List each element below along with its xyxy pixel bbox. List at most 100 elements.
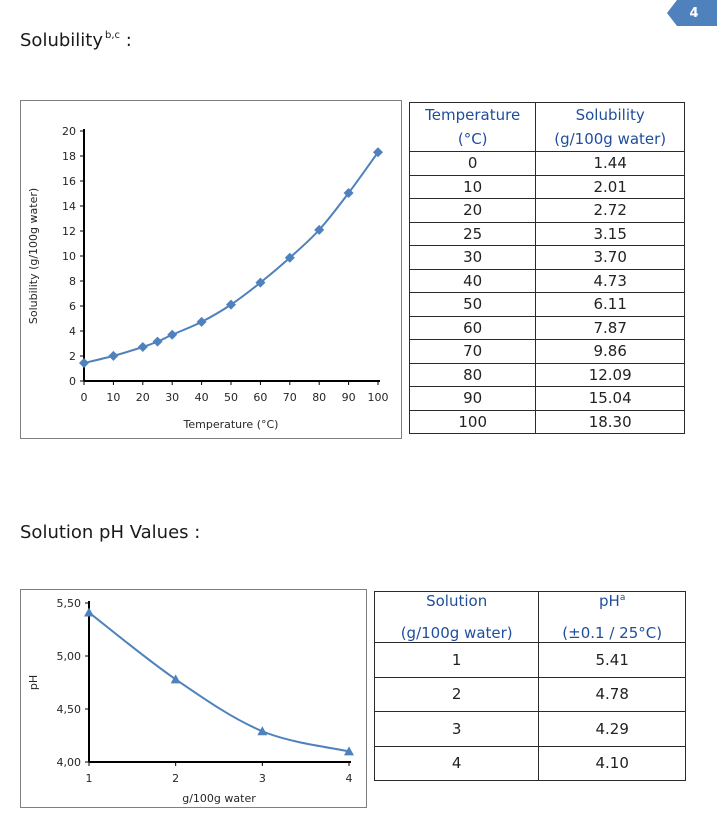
ph-table-cell: 4.78 [538,676,686,712]
y-tick-label: 16 [62,175,76,188]
temperature-header: Temperature (°C) [408,102,537,152]
ph-table-row: 3 4.29 [373,711,686,747]
y-axis-title: pH [27,675,40,690]
solubility-table-cell: 3.15 [535,221,685,246]
solubility-heading: Solubility b,c : [20,30,132,51]
ph-header-text: pH [599,592,620,610]
ph-heading: Solution pH Values : [20,522,200,543]
solubility-header: Solubility (g/100g water) [535,102,685,152]
solubility-table-cell: 18.30 [535,409,685,434]
solution-header: Solution (g/100g water) [373,591,540,643]
solubility-table: Temperature (°C) Solubility (g/100g water)… [408,102,685,434]
ph-table-cell: 4.10 [538,745,686,781]
x-tick-label: 3 [259,772,266,785]
solubility-table-cell: 25 [408,221,537,246]
y-tick-label: 4,00 [57,756,82,769]
x-tick-label: 2 [172,772,179,785]
solubility-table-header-row: Temperature (°C) Solubility (g/100g water) [408,102,685,152]
solubility-table-cell: 0 [408,151,537,176]
solubility-header-unit: (g/100g water) [554,130,667,148]
y-axis-title: Solubility (g/100g water) [27,188,40,324]
ph-table-row: 2 4.78 [373,676,686,712]
ph-table-cell: 3 [373,711,540,747]
y-tick-label: 0 [69,375,76,388]
solubility-table-cell: 90 [408,386,537,411]
solubility-table-cell: 60 [408,315,537,340]
ph-header-unit: (±0.1 / 25°C) [562,624,663,642]
data-point [137,342,148,352]
y-tick-label: 6 [69,300,76,313]
temperature-header-unit: (°C) [457,130,488,148]
ph-table-cell: 2 [373,676,540,712]
solubility-table-cell: 10 [408,174,537,199]
x-tick-label: 20 [136,391,150,404]
x-tick-label: 70 [283,391,297,404]
data-point [84,607,94,617]
solubility-chart: 0 2 4 6 8 10 12 14 16 18 20 0 10 20 30 40 50 60 70 80 90 100 T… [20,100,402,439]
ph-header-superscript: a [619,593,626,603]
ph-heading-text: Solution pH Values : [20,522,201,543]
page-number-badge: 4 [667,0,717,26]
x-tick-label: 0 [81,391,88,404]
solubility-table-row: 80 12.09 [408,362,685,387]
solubility-heading-text: Solubility [20,30,103,51]
data-point [108,350,119,361]
page-number: 4 [689,5,699,21]
y-tick-label: 18 [62,150,76,163]
solubility-table-row: 60 7.87 [408,315,685,340]
solubility-table-row: 0 1.44 [408,151,685,176]
solubility-table-row: 100 18.30 [408,409,685,434]
solubility-table-row: 20 2.72 [408,198,685,223]
ph-chart: 4,00 4,50 5,00 5,50 1 2 3 4 g/100g water pH [20,589,367,808]
ph-table-cell: 5.41 [538,642,686,678]
temperature-header-label: Temperature [425,106,521,124]
y-tick-label: 14 [62,200,76,213]
ph-table-cell: 4 [373,745,540,781]
solubility-table-cell: 4.73 [535,268,685,293]
solubility-table-cell: 30 [408,245,537,270]
solubility-table-cell: 3.70 [535,245,685,270]
trend-line [83,151,379,364]
data-point [343,188,354,198]
y-tick-label: 12 [62,225,76,238]
data-point [167,329,178,340]
x-tick-label: 60 [253,391,267,404]
data-point [255,277,266,288]
solubility-table-cell: 100 [408,409,537,434]
y-tick-label: 10 [62,250,76,263]
y-tick-label: 4 [69,325,76,338]
solubility-table-row: 50 6.11 [408,292,685,317]
solubility-chart-svg: 0 2 4 6 8 10 12 14 16 18 20 0 10 20 30 40 50 60 70 80 90 100 T… [27,125,389,431]
solubility-table-cell: 15.04 [535,386,685,411]
ph-table-header-row: Solution (g/100g water) pHa (±0.1 / 25°C) [373,591,686,643]
x-tick-label: 1 [86,772,93,785]
solubility-table-cell: 2.01 [535,174,685,199]
data-point [373,147,383,158]
solubility-table-row: 10 2.01 [408,174,685,199]
data-point [79,358,89,368]
y-tick-label: 4,50 [57,703,82,716]
data-point [170,674,181,684]
data-point [226,299,236,310]
data-point [257,726,268,736]
x-tick-label: 40 [195,391,209,404]
x-tick-label: 10 [106,391,120,404]
ph-table-row: 1 5.41 [373,642,686,678]
solubility-header-label: Solubility [575,106,645,124]
ph-table-row: 4 4.10 [373,745,686,781]
x-axis-title: g/100g water [182,792,256,805]
ph-chart-svg: 4,00 4,50 5,00 5,50 1 2 3 4 g/100g water pH [27,597,354,805]
solubility-table-cell: 9.86 [535,339,685,364]
ph-table-cell: 4.29 [538,711,686,747]
solubility-table-cell: 20 [408,198,537,223]
solubility-table-cell: 12.09 [535,362,685,387]
solubility-table-cell: 50 [408,292,537,317]
solubility-table-cell: 7.87 [535,315,685,340]
y-tick-label: 5,50 [57,597,82,610]
solubility-table-cell: 80 [408,362,537,387]
y-tick-label: 5,00 [57,650,82,663]
solubility-table-row: 30 3.70 [408,245,685,270]
solubility-table-cell: 70 [408,339,537,364]
solubility-heading-colon: : [125,30,132,51]
y-tick-label: 20 [62,125,76,138]
